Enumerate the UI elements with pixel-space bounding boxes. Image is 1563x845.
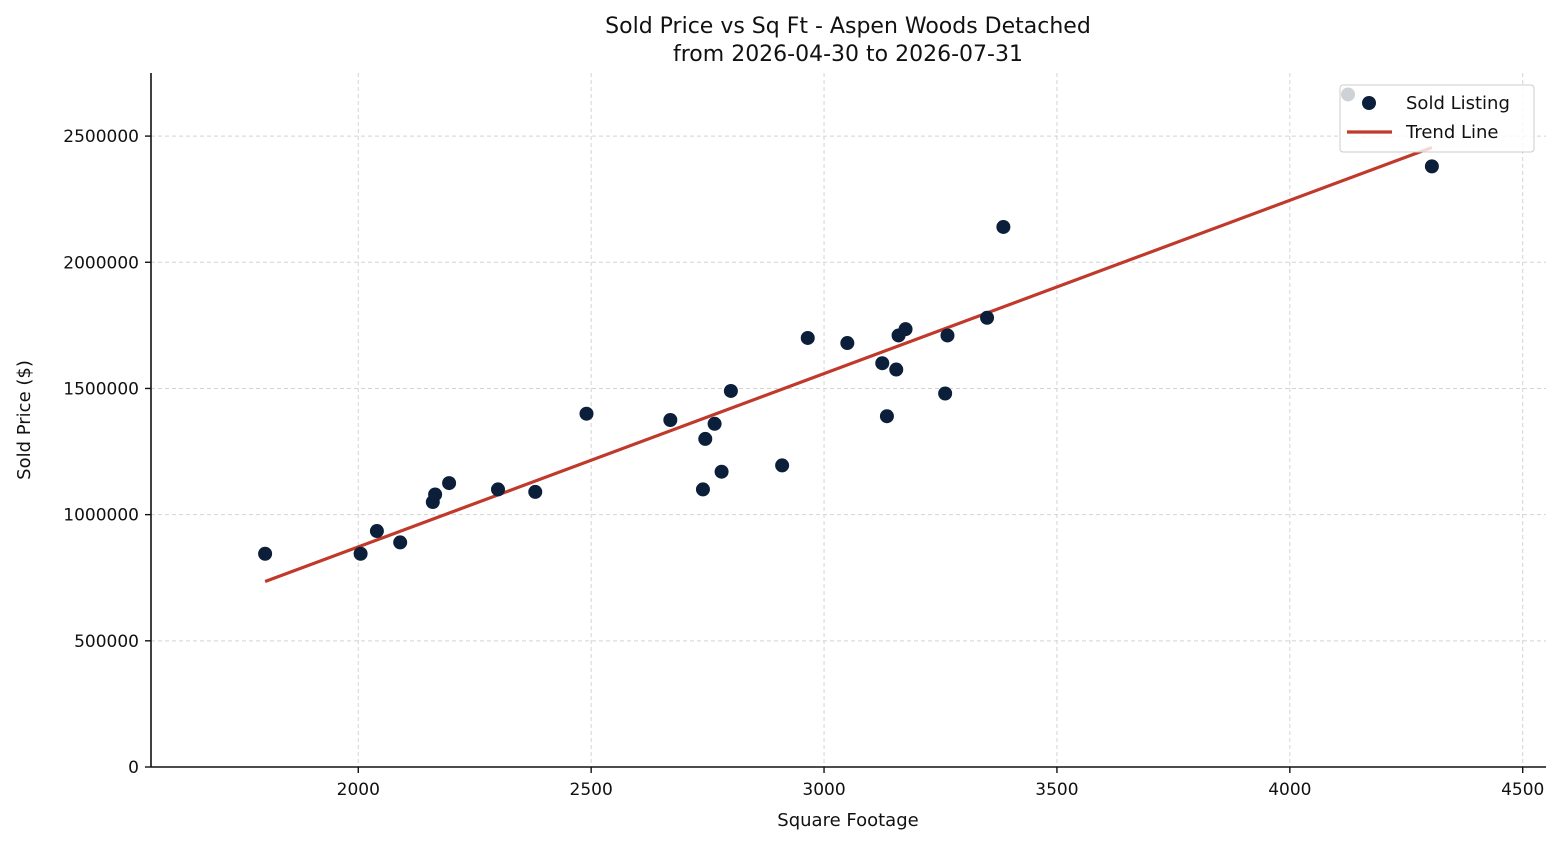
x-tick-label: 4000 xyxy=(1268,780,1311,800)
scatter-point xyxy=(528,484,543,499)
x-tick-label: 2000 xyxy=(337,780,380,800)
scatter-point xyxy=(579,406,594,421)
scatter-point xyxy=(723,383,738,398)
scatter-point xyxy=(879,409,894,424)
trend-line-layer xyxy=(264,145,1433,584)
scatter-point xyxy=(353,546,368,561)
scatter-point xyxy=(663,413,678,427)
legend-marker-sold-listing xyxy=(1362,96,1376,110)
legend-label-sold-listing: Sold Listing xyxy=(1406,93,1510,114)
scatter-point xyxy=(800,330,815,345)
x-axis-ticks: 2000 2500 3000 3500 4000 4500 xyxy=(337,767,1544,800)
scatter-point xyxy=(898,322,913,337)
grid-lines xyxy=(151,73,1546,768)
scatter-point xyxy=(980,310,995,325)
scatter-point xyxy=(996,219,1011,234)
scatter-point xyxy=(707,416,722,431)
chart-title: Sold Price vs Sq Ft - Aspen Woods Detach… xyxy=(605,14,1091,39)
scatter-point xyxy=(840,336,855,351)
y-tick-label: 2500000 xyxy=(63,127,139,147)
chart-legend: Sold Listing Trend Line xyxy=(1339,84,1535,153)
y-axis-ticks: 0 500000 1000000 1500000 2000000 2500000 xyxy=(63,127,151,778)
scatter-points xyxy=(258,87,1439,561)
x-tick-label: 3500 xyxy=(1035,780,1078,800)
y-axis-label: Sold Price ($) xyxy=(14,360,35,480)
x-tick-label: 2500 xyxy=(570,780,613,800)
scatter-point xyxy=(875,356,890,371)
y-tick-label: 1000000 xyxy=(63,506,139,526)
y-tick-label: 500000 xyxy=(74,632,139,652)
scatter-point xyxy=(938,386,953,401)
y-tick-label: 0 xyxy=(128,758,139,778)
scatter-point xyxy=(940,328,955,343)
scatter-point xyxy=(428,487,443,502)
chart-subtitle: from 2026-04-30 to 2026-07-31 xyxy=(673,42,1023,67)
scatter-point xyxy=(889,362,904,377)
scatter-point xyxy=(775,458,790,473)
x-tick-label: 4500 xyxy=(1501,780,1544,800)
scatter-point xyxy=(695,482,710,497)
scatter-point xyxy=(698,431,713,446)
y-tick-label: 2000000 xyxy=(63,253,139,273)
scatter-point xyxy=(714,464,729,479)
scatter-point xyxy=(369,524,384,539)
x-tick-label: 3000 xyxy=(802,780,845,800)
scatter-point xyxy=(1424,159,1439,174)
x-axis-label: Square Footage xyxy=(777,810,918,831)
legend-label-trend-line: Trend Line xyxy=(1405,122,1499,143)
scatter-point xyxy=(393,535,408,550)
legend-box xyxy=(1339,84,1535,153)
scatter-point xyxy=(491,482,506,497)
scatter-point xyxy=(258,546,273,561)
y-tick-label: 1500000 xyxy=(63,379,139,399)
scatter-point xyxy=(442,476,457,491)
trend-line xyxy=(264,145,1433,584)
